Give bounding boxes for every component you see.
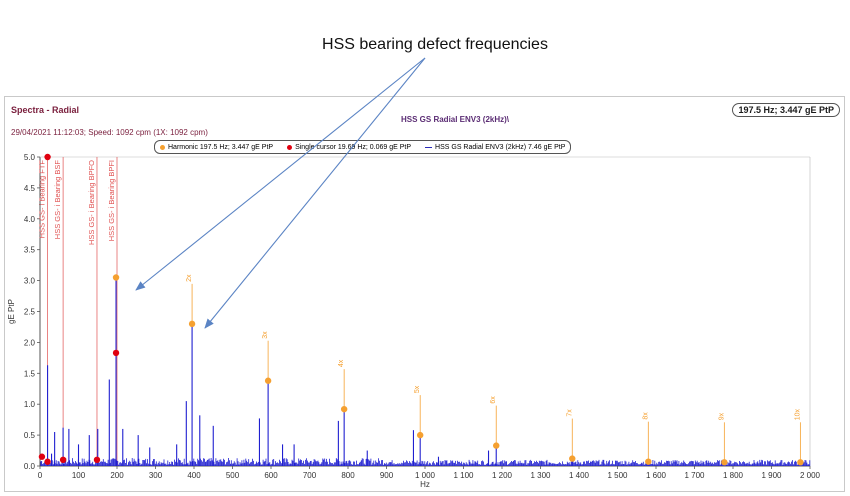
- harmonic-label: 3x: [262, 331, 269, 339]
- bearing-frequency-label: HSS GS- i Bearing BPFO: [87, 160, 96, 245]
- harmonic-marker: [416, 431, 424, 439]
- x-tick-label: 100: [72, 471, 86, 480]
- x-tick-label: 500: [226, 471, 240, 480]
- x-tick-label: 1 300: [530, 471, 551, 480]
- x-tick-label: 1 900: [761, 471, 782, 480]
- bearing-frequency-label: HSS GS- i Bearing BPFI: [107, 160, 116, 241]
- harmonic-label: 9x: [718, 412, 725, 420]
- spectrum-panel: Spectra - Radial 29/04/2021 11:12:03; Sp…: [4, 96, 845, 492]
- x-tick-label: 200: [110, 471, 124, 480]
- panel-title: Spectra - Radial: [11, 105, 80, 115]
- y-tick-label: 4.5: [24, 184, 36, 193]
- x-tick-label: 300: [149, 471, 163, 480]
- x-tick-label: 700: [303, 471, 317, 480]
- harmonic-label: 7x: [566, 409, 573, 417]
- y-tick-label: 1.5: [24, 369, 36, 378]
- harmonic-marker: [797, 459, 804, 466]
- y-axis-label: gE PtP: [7, 299, 16, 324]
- legend-item-spectrum[interactable]: HSS GS Radial ENV3 (2kHz) 7.46 gE PtP: [425, 144, 565, 151]
- cursor-readout: 197.5 Hz; 3.447 gE PtP: [732, 103, 840, 117]
- x-tick-label: 1 800: [723, 471, 744, 480]
- harmonic-marker: [264, 377, 272, 384]
- harmonic-label: 5x: [414, 385, 421, 393]
- single-cursor-marker: [59, 456, 67, 464]
- harmonic-label: 4x: [338, 359, 345, 367]
- single-cursor-marker: [93, 456, 101, 464]
- legend-label-harmonic: Harmonic 197.5 Hz; 3.447 gE PtP: [168, 143, 274, 151]
- x-tick-label: 1 000: [415, 471, 436, 480]
- spectrum-line-icon: [425, 146, 433, 148]
- x-tick-label: 900: [380, 471, 394, 480]
- single-cursor-marker: [112, 349, 120, 357]
- x-tick-label: 0: [38, 471, 43, 480]
- harmonic-dot-icon: [160, 144, 165, 150]
- panel-subtitle: 29/04/2021 11:12:03; Speed: 1092 cpm (1X…: [11, 128, 208, 137]
- x-tick-label: 600: [264, 471, 278, 480]
- harmonic-marker: [721, 459, 728, 466]
- legend-label-spectrum: HSS GS Radial ENV3 (2kHz) 7.46 gE PtP: [435, 143, 566, 151]
- callout-arrow-2x: [204, 57, 426, 329]
- callout-text: HSS bearing defect frequencies: [322, 36, 548, 53]
- chart-title: HSS GS Radial ENV3 (2kHz)\: [401, 115, 510, 124]
- y-tick-label: 0.5: [24, 431, 36, 440]
- single-cursor-marker: [44, 458, 51, 465]
- x-tick-label: 1 100: [453, 471, 474, 480]
- harmonic-marker: [188, 320, 196, 328]
- x-tick-label: 1 400: [569, 471, 590, 480]
- y-tick-label: 3.5: [24, 246, 36, 255]
- y-tick-label: 3.0: [24, 277, 36, 286]
- harmonic-marker: [340, 405, 348, 413]
- x-tick-label: 1 600: [646, 471, 667, 480]
- y-tick-label: 2.0: [24, 338, 36, 347]
- callout-arrow-bpfi: [135, 57, 426, 291]
- x-tick-label: 400: [187, 471, 201, 480]
- y-tick-label: 0.0: [24, 462, 36, 471]
- harmonic-marker: [569, 455, 576, 462]
- y-tick-label: 1.0: [24, 400, 36, 409]
- spectrum-noise-floor: [40, 458, 811, 466]
- bearing-frequency-label: HSS GS- i Bearing BSF: [53, 160, 62, 240]
- single-cursor-marker: [38, 453, 46, 460]
- harmonic-label: 6x: [490, 396, 497, 404]
- harmonic-label: 2x: [186, 274, 193, 282]
- x-tick-label: 1 500: [607, 471, 628, 480]
- x-axis-label: Hz: [420, 480, 430, 489]
- y-tick-label: 2.5: [24, 308, 36, 317]
- x-tick-label: 800: [341, 471, 355, 480]
- harmonic-marker: [493, 442, 500, 449]
- x-tick-label: 2 000: [800, 471, 821, 480]
- bearing-frequency-label: HSS GS- i Bearing FTF: [38, 160, 47, 239]
- x-tick-label: 1 700: [684, 471, 705, 480]
- harmonic-label: 8x: [642, 412, 649, 420]
- x-tick-label: 1 200: [492, 471, 513, 480]
- harmonic-marker: [645, 458, 652, 465]
- legend-item-harmonic[interactable]: Harmonic 197.5 Hz; 3.447 gE PtP: [160, 144, 273, 151]
- y-tick-label: 4.0: [24, 215, 36, 224]
- harmonic-label: 10x: [794, 409, 801, 421]
- single-cursor-marker: [44, 153, 51, 161]
- harmonic-marker: [112, 274, 120, 281]
- y-tick-label: 5.0: [24, 153, 36, 162]
- cursor-dot-icon: [287, 144, 293, 150]
